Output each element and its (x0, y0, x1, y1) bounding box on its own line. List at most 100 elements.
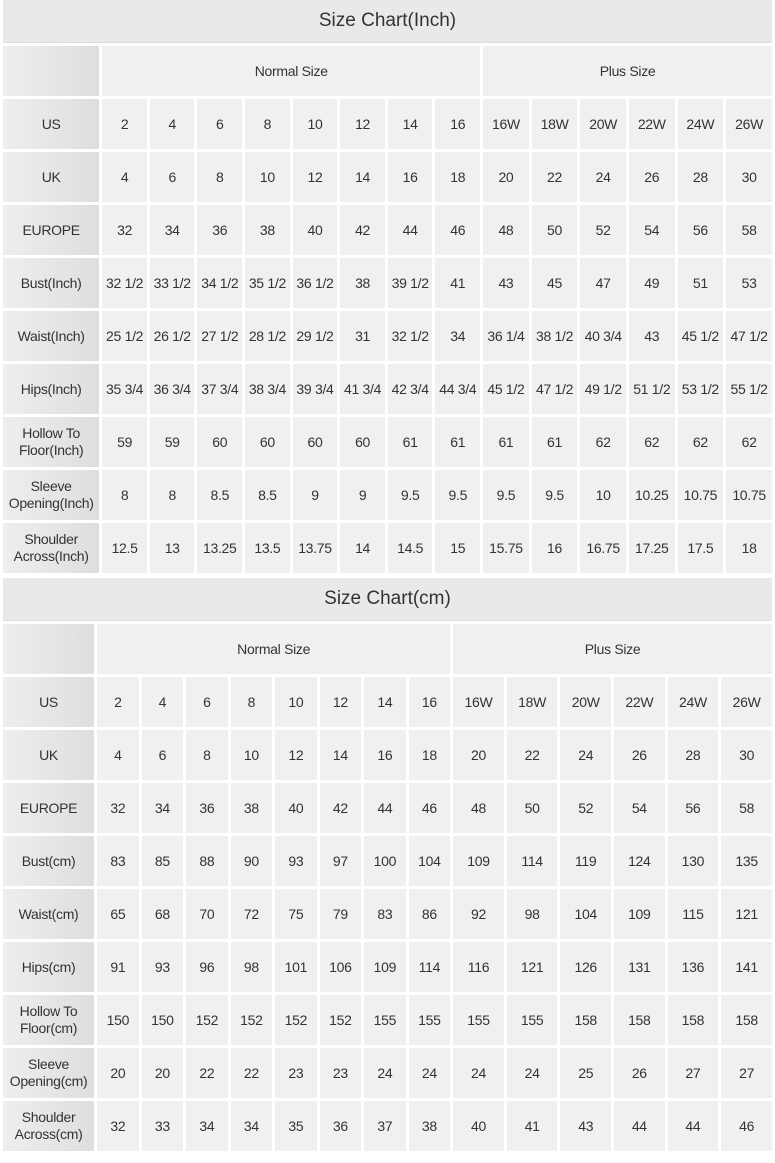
table-cell: 39 3/4 (292, 364, 338, 414)
table-cell: 83 (364, 889, 406, 939)
table-cell: 124 (614, 836, 665, 886)
table-cell: 96 (186, 942, 228, 992)
table-cell: 24W (677, 99, 724, 149)
table-cell: 79 (319, 889, 362, 939)
table-cell: 13 (149, 523, 195, 573)
table-cell: 22W (628, 99, 675, 149)
row-label: Waist(cm) (3, 889, 95, 939)
table-cell: 33 (141, 1101, 184, 1151)
table-cell: 41 (506, 1101, 558, 1151)
table-cell: 12 (340, 99, 385, 149)
table-cell: 18W (531, 99, 578, 149)
row-label: UK (3, 730, 95, 780)
table-cell: 12 (319, 677, 362, 727)
table-cell: 10 (230, 730, 273, 780)
table-cell: 35 (275, 1101, 317, 1151)
table-cell: 13.5 (245, 523, 290, 573)
table-cell: 56 (677, 205, 724, 255)
table-cell: 27 (667, 1048, 719, 1098)
table-cell: 93 (141, 942, 184, 992)
table-cell: 62 (677, 417, 724, 467)
table-cell: 93 (275, 836, 317, 886)
table-cell: 25 (560, 1048, 611, 1098)
table-cell: 8 (149, 470, 195, 520)
table-cell: 88 (186, 836, 228, 886)
table-cell: 72 (230, 889, 273, 939)
table-cell: 6 (141, 730, 184, 780)
table-row: Shoulder Across(cm) 32 33 34 34 35 36 37 38 40 41 4… (3, 1101, 772, 1151)
table-cell: 22 (506, 730, 558, 780)
table-cell: 37 (364, 1101, 406, 1151)
row-label: Sleeve Opening(cm) (3, 1048, 95, 1098)
table-cell: 36 (319, 1101, 362, 1151)
table-cell: 55 1/2 (726, 364, 772, 414)
table-cell: 6 (197, 99, 243, 149)
table-cell: 109 (364, 942, 406, 992)
table-cell: 4 (97, 730, 139, 780)
table-cell: 38 (230, 783, 273, 833)
table-cell: 12 (275, 730, 317, 780)
table-cell: 34 (230, 1101, 273, 1151)
table-cell: 14 (387, 99, 433, 149)
table-cell: 16 (408, 677, 451, 727)
table-cell: 104 (408, 836, 451, 886)
table-cell: 114 (408, 942, 451, 992)
table-cell: 34 (435, 311, 481, 361)
table-cell: 38 (340, 258, 385, 308)
table-cell: 58 (721, 783, 772, 833)
table-cell: 44 (667, 1101, 719, 1151)
table-cell: 85 (141, 836, 184, 886)
table-cell: 16W (483, 99, 529, 149)
table-cell: 98 (506, 889, 558, 939)
table-cell: 155 (364, 995, 406, 1045)
table-cell: 40 (275, 783, 317, 833)
table-cell: 10 (292, 99, 338, 149)
table-cell: 26W (726, 99, 772, 149)
table-cell: 27 (721, 1048, 772, 1098)
table-cell: 46 (435, 205, 481, 255)
table-cell: 53 1/2 (677, 364, 724, 414)
table-cell: 62 (726, 417, 772, 467)
table-cell: 40 (292, 205, 338, 255)
size-table-cm: Normal Size Plus Size US 2 4 6 8 10 12 14 16 16W 18W… (0, 621, 775, 1154)
table-cell: 22W (614, 677, 665, 727)
table-cell: 14 (319, 730, 362, 780)
table-cell: 10.75 (677, 470, 724, 520)
table-cell: 26 1/2 (149, 311, 195, 361)
table-cell: 131 (614, 942, 665, 992)
table-cell: 2 (102, 99, 147, 149)
table-cell: 16 (387, 152, 433, 202)
table-cell: 49 (628, 258, 675, 308)
table-cell: 61 (387, 417, 433, 467)
table-cell: 52 (580, 205, 626, 255)
table-cell: 62 (580, 417, 626, 467)
row-label: Shoulder Across(cm) (3, 1101, 95, 1151)
table-cell: 10 (275, 677, 317, 727)
row-label: Bust(Inch) (3, 258, 100, 308)
table-row: Hips(cm) 91 93 96 98 101 106 109 114 116 121 126 131… (3, 942, 772, 992)
table-cell: 135 (721, 836, 772, 886)
row-label: Waist(Inch) (3, 311, 100, 361)
table-cell: 34 1/2 (197, 258, 243, 308)
table-row: Sleeve Opening(Inch) 8 8 8.5 8.5 9 9 9.5 9.5 9.5 9… (3, 470, 772, 520)
table-cell: 47 1/2 (726, 311, 772, 361)
table-cell: 8 (230, 677, 273, 727)
table-cell: 51 (677, 258, 724, 308)
table-cell: 36 (197, 205, 243, 255)
table-cell: 155 (506, 995, 558, 1045)
table-cell: 44 (364, 783, 406, 833)
table-cell: 10 (245, 152, 290, 202)
table-cell: 28 1/2 (245, 311, 290, 361)
table-cell: 23 (275, 1048, 317, 1098)
table-cell: 119 (560, 836, 611, 886)
table-cell: 22 (531, 152, 578, 202)
group-header-row: Normal Size Plus Size (3, 46, 772, 96)
table-cell: 158 (614, 995, 665, 1045)
table-cell: 9.5 (435, 470, 481, 520)
row-label: Bust(cm) (3, 836, 95, 886)
table-cell: 20W (560, 677, 611, 727)
table-cell: 8 (197, 152, 243, 202)
table-cell: 13.25 (197, 523, 243, 573)
table-cell: 150 (141, 995, 184, 1045)
table-cell: 26W (721, 677, 772, 727)
